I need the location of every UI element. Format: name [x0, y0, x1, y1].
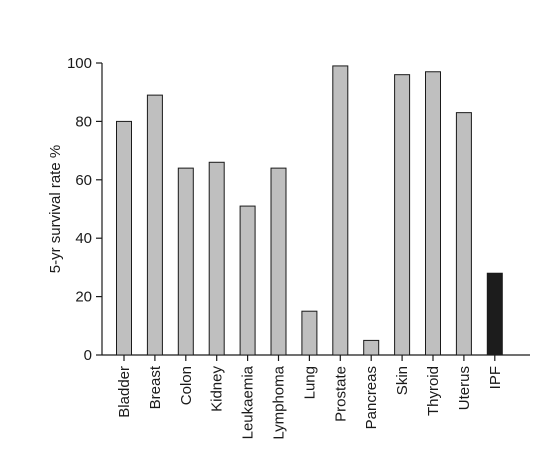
- category-label-leukaemia: Leukaemia: [240, 365, 257, 439]
- bar-ipf: [486, 272, 503, 356]
- bar-kidney: [208, 161, 225, 356]
- y-tick-label: 20: [75, 289, 92, 306]
- category-label-lymphoma: Lymphoma: [271, 365, 288, 439]
- y-tick-label: 60: [75, 172, 92, 189]
- x-axis: [102, 354, 530, 361]
- category-label-skin: Skin: [394, 366, 411, 395]
- category-label-kidney: Kidney: [209, 366, 226, 412]
- bar-lymphoma: [270, 167, 287, 356]
- y-axis-title: 5-yr survival rate %: [47, 145, 64, 273]
- bar-leukaemia: [239, 205, 256, 356]
- bar-pancreas: [363, 339, 380, 356]
- bar-lung: [301, 310, 318, 356]
- bar-colon: [177, 167, 194, 356]
- category-label-lung: Lung: [301, 366, 318, 399]
- category-label-uterus: Uterus: [456, 366, 473, 410]
- category-label-thyroid: Thyroid: [425, 366, 442, 416]
- category-label-colon: Colon: [178, 366, 195, 405]
- y-tick-label: 40: [75, 230, 92, 247]
- category-label-bladder: Bladder: [116, 366, 133, 418]
- bar-uterus: [455, 112, 472, 356]
- category-labels: Bladder Breast Colon Kidney Leukaemia Lymphom…: [116, 365, 504, 439]
- category-label-prostate: Prostate: [332, 366, 349, 422]
- bar-thyroid: [425, 71, 441, 356]
- bar-breast: [146, 94, 163, 356]
- category-label-breast: Breast: [147, 365, 164, 409]
- y-axis: 0 20 40 60 80 100: [67, 55, 103, 364]
- y-tick-label: 80: [75, 113, 92, 130]
- bars: [116, 65, 503, 356]
- y-tick-label: 100: [67, 55, 92, 72]
- bar-bladder: [116, 120, 132, 356]
- y-tick-label: 0: [84, 347, 92, 364]
- bar-skin: [394, 74, 411, 356]
- category-label-ipf: IPF: [487, 366, 504, 389]
- category-label-pancreas: Pancreas: [363, 366, 380, 429]
- bar-prostate: [332, 65, 349, 356]
